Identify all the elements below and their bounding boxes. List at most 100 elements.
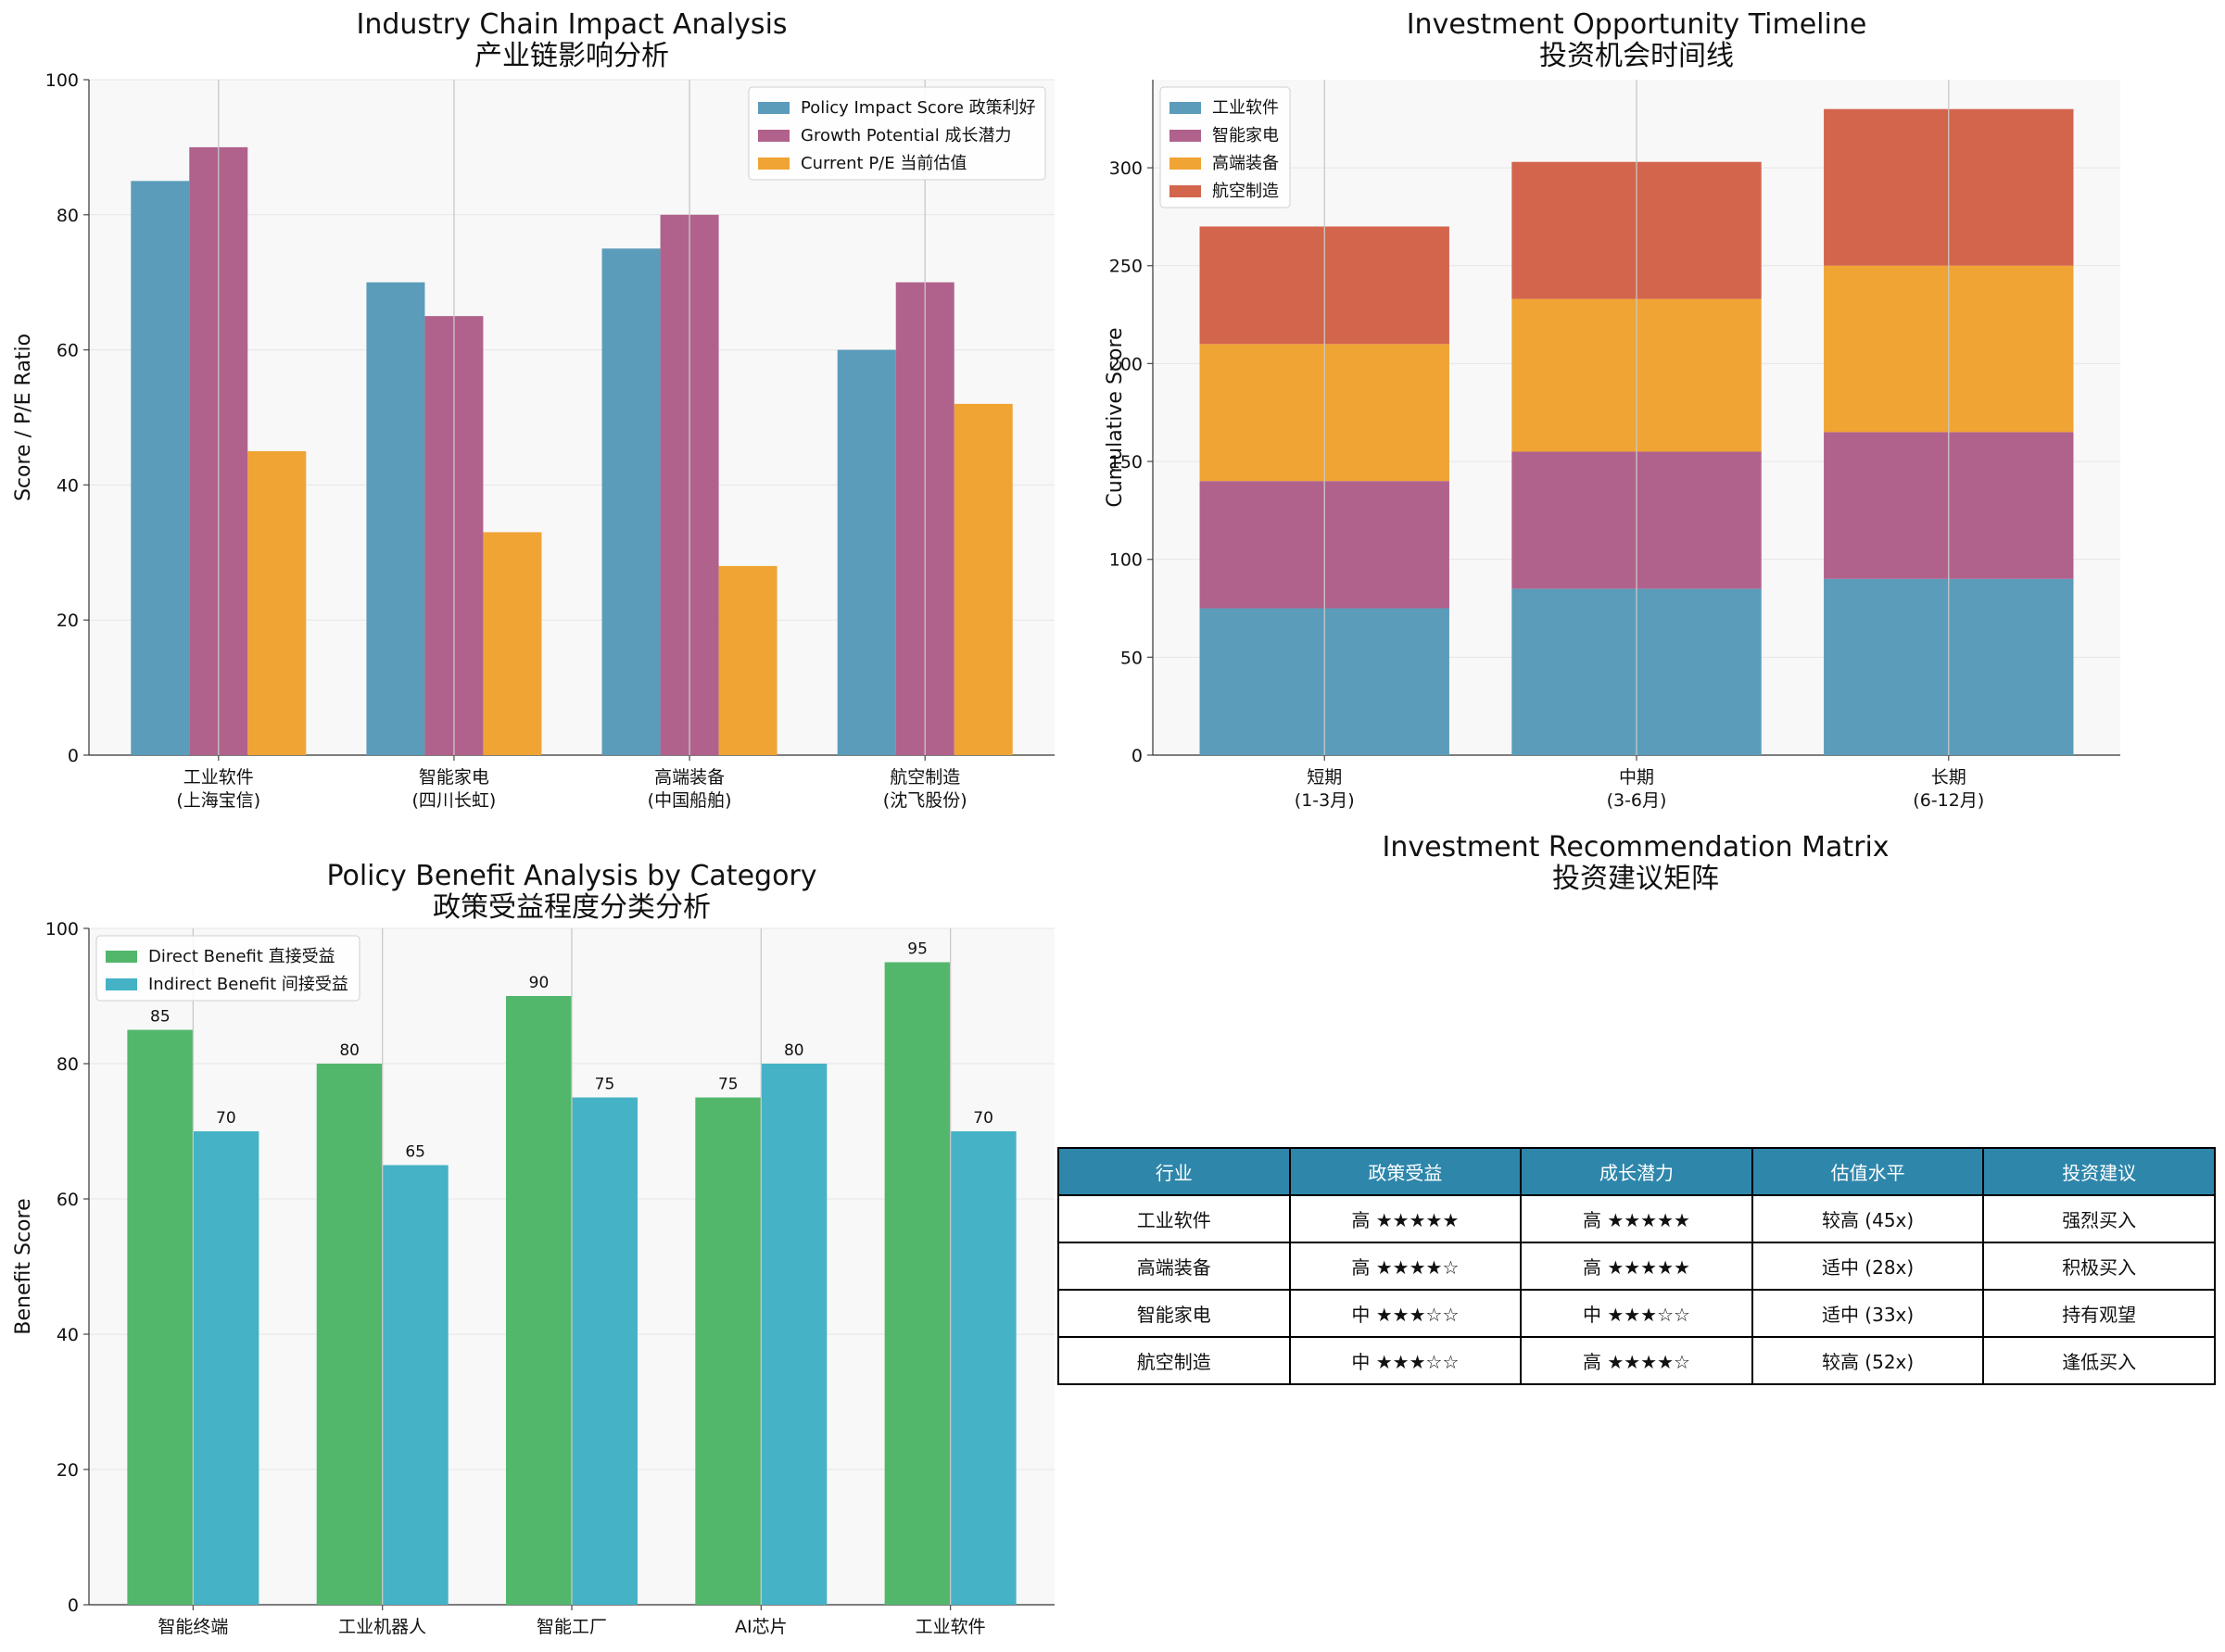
table-cell: 适中 (28x) — [1751, 1242, 1985, 1291]
data-label: 80 — [339, 1041, 360, 1060]
header-policy-benefit: 政策受益 — [1288, 1147, 1523, 1196]
x-tick-label: 高端装备(中国船舶) — [648, 767, 732, 811]
data-label: 65 — [405, 1143, 425, 1162]
legend-label: Direct Benefit 直接受益 — [148, 947, 335, 966]
table-cell: 适中 (33x) — [1751, 1289, 1985, 1338]
bar-2-3 — [954, 403, 1013, 755]
legend-label: Policy Impact Score 政策利好 — [801, 98, 1036, 118]
y-tick-label: 200 — [1109, 354, 1143, 374]
bar-1-0 — [193, 1131, 259, 1605]
legend-label: Growth Potential 成长潜力 — [801, 126, 1011, 145]
data-label: 90 — [529, 974, 550, 992]
bar-0-0 — [131, 181, 190, 756]
y-tick-label: 100 — [45, 70, 79, 91]
header-recommendation: 投资建议 — [1982, 1147, 2216, 1196]
bar-1-1 — [382, 1165, 449, 1605]
y-tick-label: 20 — [57, 1460, 79, 1481]
data-label: 85 — [150, 1008, 171, 1027]
chart-title-cn: 投资机会时间线 — [1539, 40, 1734, 72]
y-tick-label: 40 — [57, 1325, 79, 1345]
chart-title-cn: 产业链影响分析 — [474, 40, 669, 72]
bar-1-3 — [761, 1064, 828, 1605]
legend-label: Indirect Benefit 间接受益 — [148, 975, 348, 994]
table-cell: 高 ★★★★☆ — [1288, 1242, 1523, 1291]
table-cell: 持有观望 — [1982, 1289, 2216, 1338]
legend-swatch — [758, 130, 790, 142]
table-cell: 中 ★★★☆☆ — [1288, 1336, 1523, 1385]
data-label: 95 — [907, 940, 928, 959]
y-tick-label: 80 — [57, 1054, 79, 1075]
legend-label: 工业软件 — [1212, 98, 1279, 118]
table-cell: 智能家电 — [1057, 1289, 1291, 1338]
table-cell: 逢低买入 — [1982, 1336, 2216, 1385]
table-cell: 工业软件 — [1057, 1194, 1291, 1243]
table-row: 航空制造 中 ★★★☆☆ 高 ★★★★☆ 较高 (52x) 逢低买入 — [1057, 1336, 2216, 1385]
y-tick-label: 60 — [57, 1190, 79, 1210]
legend-swatch — [1169, 102, 1201, 114]
matrix-title-en: Investment Recommendation Matrix — [1382, 831, 1890, 864]
chart-title: Investment Opportunity Timeline — [1407, 8, 1867, 41]
bar-2-1 — [483, 532, 542, 755]
legend-label: 高端装备 — [1212, 154, 1279, 173]
y-axis-label: Benefit Score — [12, 1198, 35, 1334]
x-tick-label: 工业软件(上海宝信) — [176, 767, 260, 811]
legend-label: 航空制造 — [1212, 182, 1279, 201]
table-cell: 航空制造 — [1057, 1336, 1291, 1385]
legend-box — [95, 935, 360, 1002]
data-label: 70 — [973, 1109, 993, 1128]
x-tick-label: 智能工厂 — [537, 1617, 607, 1637]
legend-swatch — [106, 978, 137, 990]
table-cell: 较高 (52x) — [1751, 1336, 1985, 1385]
table-header-row: 行业 政策受益 成长潜力 估值水平 投资建议 — [1057, 1147, 2216, 1196]
bar-0-1 — [316, 1064, 383, 1605]
y-tick-label: 0 — [68, 1595, 79, 1616]
bar-0-1 — [366, 282, 425, 755]
x-tick-label: AI芯片 — [735, 1617, 788, 1637]
x-tick-label: 短期(1-3月) — [1295, 767, 1355, 811]
legend-swatch — [758, 102, 790, 114]
matrix-title-cn: 投资建议矩阵 — [1552, 863, 1719, 895]
table-cell: 积极买入 — [1982, 1242, 2216, 1291]
bar-0-3 — [837, 349, 896, 755]
chart-title-cn: 政策受益程度分类分析 — [433, 891, 711, 924]
y-tick-label: 80 — [57, 206, 79, 226]
header-industry: 行业 — [1057, 1147, 1291, 1196]
data-label: 75 — [718, 1076, 739, 1094]
chart-title: Policy Benefit Analysis by Category — [326, 860, 816, 892]
y-tick-label: 40 — [57, 475, 79, 496]
x-tick-label: 航空制造(沈飞股份) — [883, 767, 967, 811]
y-tick-label: 250 — [1109, 257, 1143, 277]
header-growth-potential: 成长潜力 — [1520, 1147, 1753, 1196]
legend-swatch — [106, 951, 137, 963]
table-cell: 高 ★★★★☆ — [1520, 1336, 1753, 1385]
bar-0-2 — [601, 248, 661, 755]
legend-box — [748, 86, 1046, 181]
policy-benefit-chart: Policy Benefit Analysis by Category政策受益程… — [12, 860, 1055, 1637]
bar-0-4 — [884, 962, 951, 1605]
legend-label: Current P/E 当前估值 — [801, 154, 967, 173]
legend-swatch — [1169, 130, 1201, 142]
bar-1-4 — [950, 1131, 1017, 1605]
bar-0-3 — [695, 1097, 762, 1605]
table-cell: 较高 (45x) — [1751, 1194, 1985, 1243]
table-row: 工业软件 高 ★★★★★ 高 ★★★★★ 较高 (45x) 强烈买入 — [1057, 1194, 2216, 1243]
y-tick-label: 0 — [1131, 746, 1143, 766]
bar-2-0 — [247, 450, 307, 755]
y-axis-label: Score / P/E Ratio — [12, 334, 35, 501]
legend-swatch — [1169, 185, 1201, 197]
table-cell: 中 ★★★☆☆ — [1520, 1289, 1753, 1338]
table-cell: 高端装备 — [1057, 1242, 1291, 1291]
table-cell: 中 ★★★☆☆ — [1288, 1289, 1523, 1338]
table-cell: 高 ★★★★★ — [1288, 1194, 1523, 1243]
legend: Direct Benefit 直接受益 Indirect Benefit 间接受益 — [95, 935, 360, 1002]
chart-title: Industry Chain Impact Analysis — [356, 8, 787, 41]
x-tick-label: 工业机器人 — [338, 1617, 426, 1637]
y-tick-label: 0 — [68, 746, 79, 766]
bar-2-2 — [718, 565, 777, 755]
table-cell: 高 ★★★★★ — [1520, 1242, 1753, 1291]
legend-swatch — [1169, 158, 1201, 170]
legend-swatch — [758, 158, 790, 170]
